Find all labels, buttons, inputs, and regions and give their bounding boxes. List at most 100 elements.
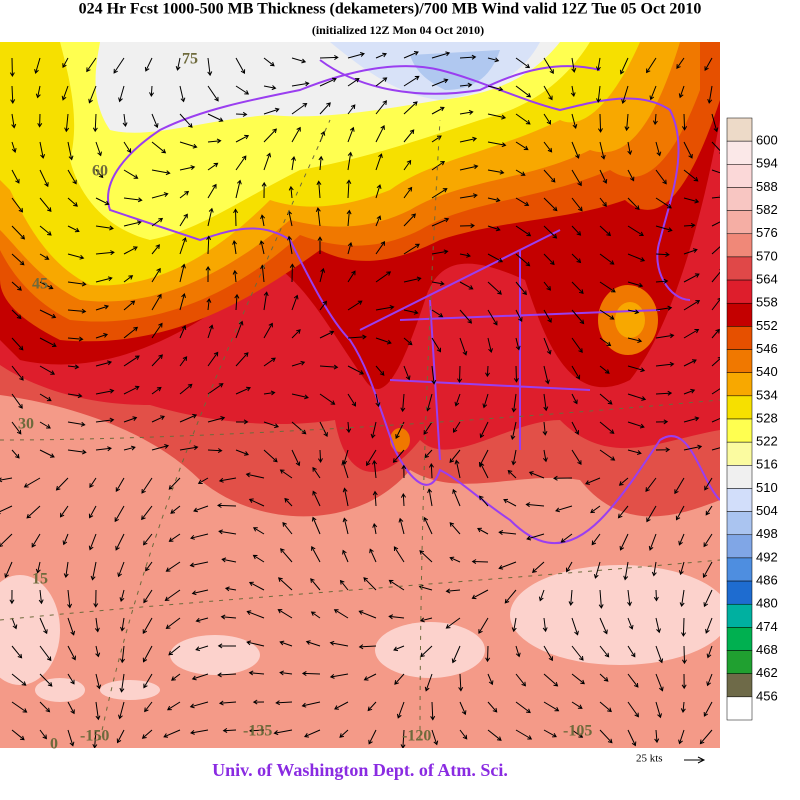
wind-arrow (120, 617, 125, 632)
wind-arrow (319, 393, 336, 405)
wind-arrow (93, 589, 99, 608)
wind-arrow (63, 561, 69, 579)
wind-arrow (482, 393, 489, 409)
wind-arrow (115, 533, 125, 551)
wind-arrow (571, 225, 582, 236)
wind-arrow (375, 184, 382, 199)
wind-arrow (368, 729, 377, 745)
wind-arrow (289, 263, 295, 283)
wind-arrow (179, 113, 193, 128)
wind-arrow (703, 589, 713, 608)
wind-arrow (191, 673, 209, 681)
wind-arrow (246, 610, 265, 619)
wind-arrow (655, 333, 675, 339)
wind-arrow (218, 700, 237, 706)
wind-arrow (419, 617, 433, 623)
wind-arrow (388, 614, 405, 620)
wind-arrow (627, 337, 643, 343)
wind-arrow (655, 361, 675, 367)
coastline (107, 59, 720, 544)
wind-arrow (515, 729, 533, 740)
wind-arrow (543, 113, 552, 125)
wind-arrow (123, 445, 136, 451)
wind-arrow (683, 222, 696, 228)
wind-arrow (627, 589, 632, 607)
wind-arrow (235, 85, 250, 95)
wind-arrow (346, 421, 352, 434)
wind-arrow (287, 235, 293, 255)
wind-arrow (487, 113, 507, 120)
wind-arrow (678, 533, 685, 546)
wind-arrow (171, 673, 181, 681)
color-swatch (726, 580, 753, 605)
wind-arrow (571, 253, 582, 264)
level-label: 546 (756, 341, 778, 356)
wind-arrow (95, 701, 101, 721)
wind-arrow (246, 640, 265, 647)
wind-arrow (679, 589, 685, 608)
wind-arrow (543, 169, 556, 183)
wind-arrow (118, 85, 125, 103)
wind-arrow (471, 559, 489, 565)
wind-arrow (459, 337, 468, 356)
wind-arrow (291, 449, 301, 467)
wind-arrow (627, 701, 639, 718)
wind-arrow (291, 57, 307, 64)
wind-arrow (347, 300, 363, 311)
wind-arrow (487, 701, 498, 713)
wind-arrow (681, 113, 688, 131)
wind-arrow (706, 645, 713, 659)
wind-arrow (655, 278, 669, 284)
wind-arrow (487, 197, 501, 203)
wind-arrow (571, 197, 583, 212)
wind-arrow (510, 421, 517, 441)
wind-arrow (233, 208, 239, 227)
wind-arrow (591, 533, 601, 546)
thickness-fill (0, 565, 720, 702)
color-swatch (726, 395, 753, 420)
wind-arrow (319, 102, 331, 115)
wind-arrow (61, 85, 69, 101)
wind-arrow (88, 533, 97, 551)
wind-arrow (711, 417, 720, 423)
wind-arrow (263, 322, 273, 339)
wind-arrow (358, 610, 377, 619)
wind-arrow (151, 444, 170, 451)
wind-arrow (403, 276, 422, 283)
level-label: 558 (756, 295, 778, 310)
wind-arrow (189, 701, 209, 709)
map-area: 75 60 45 30 15 0 -150 -135 -120 -105 (0, 42, 720, 753)
wind-arrow (479, 462, 489, 479)
wind-arrow (115, 477, 125, 493)
wind-arrow (543, 309, 552, 323)
level-label: 576 (756, 225, 778, 240)
wind-arrow (449, 556, 461, 563)
wind-arrow (597, 113, 603, 133)
level-label: 492 (756, 549, 778, 564)
level-label: 516 (756, 457, 778, 472)
wind-arrow (195, 617, 209, 623)
wind-arrow (39, 169, 49, 188)
wind-arrow (571, 449, 582, 466)
wind-arrow (11, 225, 26, 240)
wind-arrow (310, 578, 321, 591)
level-label: 486 (756, 573, 778, 588)
wind-arrow (0, 533, 13, 547)
level-label: 600 (756, 133, 778, 148)
wind-arrow (593, 561, 601, 579)
wind-arrow (263, 357, 276, 367)
wind-arrow (207, 416, 226, 423)
wind-arrow (599, 645, 610, 658)
wind-arrow (571, 337, 583, 353)
wind-arrow (683, 300, 701, 311)
wind-arrow (67, 701, 75, 715)
wind-arrow (706, 673, 713, 687)
lon-label: -135 (243, 723, 272, 740)
color-swatch (726, 302, 753, 327)
wind-arrow (123, 197, 143, 203)
wind-arrow (655, 701, 662, 719)
level-label: 594 (756, 156, 778, 171)
wind-arrow (655, 390, 673, 396)
wind-arrow (347, 270, 356, 283)
wind-arrow (403, 129, 415, 143)
